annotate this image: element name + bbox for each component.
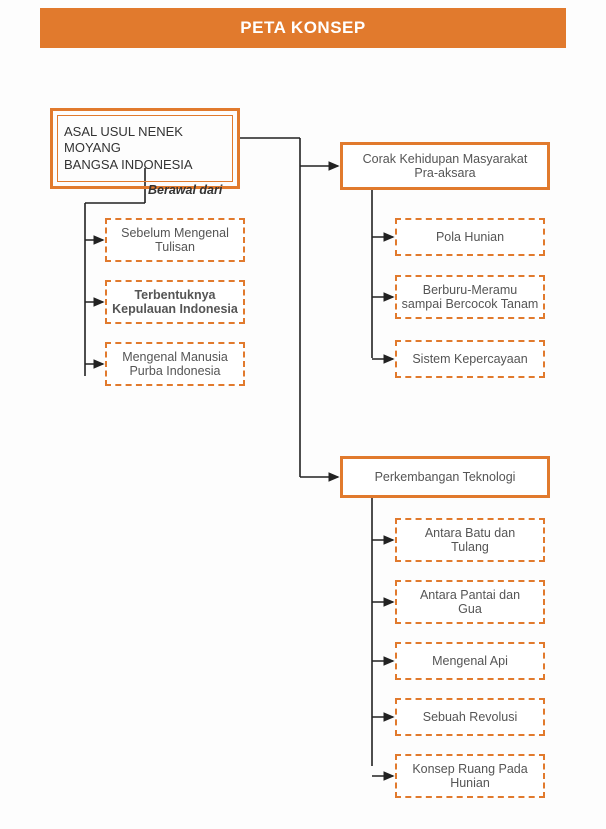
- section-header-0: Corak Kehidupan MasyarakatPra-aksara: [340, 142, 550, 190]
- section-1-item-2: Mengenal Api: [395, 642, 545, 680]
- section-1-item-1: Antara Pantai danGua: [395, 580, 545, 624]
- left-item-2: Mengenal ManusiaPurba Indonesia: [105, 342, 245, 386]
- section-1-item-0: Antara Batu danTulang: [395, 518, 545, 562]
- connector-label: Berawal dari: [148, 183, 222, 197]
- section-0-item-0: Pola Hunian: [395, 218, 545, 256]
- section-1-item-3: Sebuah Revolusi: [395, 698, 545, 736]
- page-title: PETA KONSEP: [40, 8, 566, 48]
- root-node: ASAL USUL NENEK MOYANGBANGSA INDONESIA: [50, 108, 240, 189]
- section-1-item-4: Konsep Ruang PadaHunian: [395, 754, 545, 798]
- section-0-item-1: Berburu-Meramusampai Bercocok Tanam: [395, 275, 545, 319]
- section-header-1: Perkembangan Teknologi: [340, 456, 550, 498]
- section-0-item-2: Sistem Kepercayaan: [395, 340, 545, 378]
- left-item-1: TerbentuknyaKepulauan Indonesia: [105, 280, 245, 324]
- flowchart-canvas: ASAL USUL NENEK MOYANGBANGSA INDONESIABe…: [0, 48, 606, 818]
- left-item-0: Sebelum MengenalTulisan: [105, 218, 245, 262]
